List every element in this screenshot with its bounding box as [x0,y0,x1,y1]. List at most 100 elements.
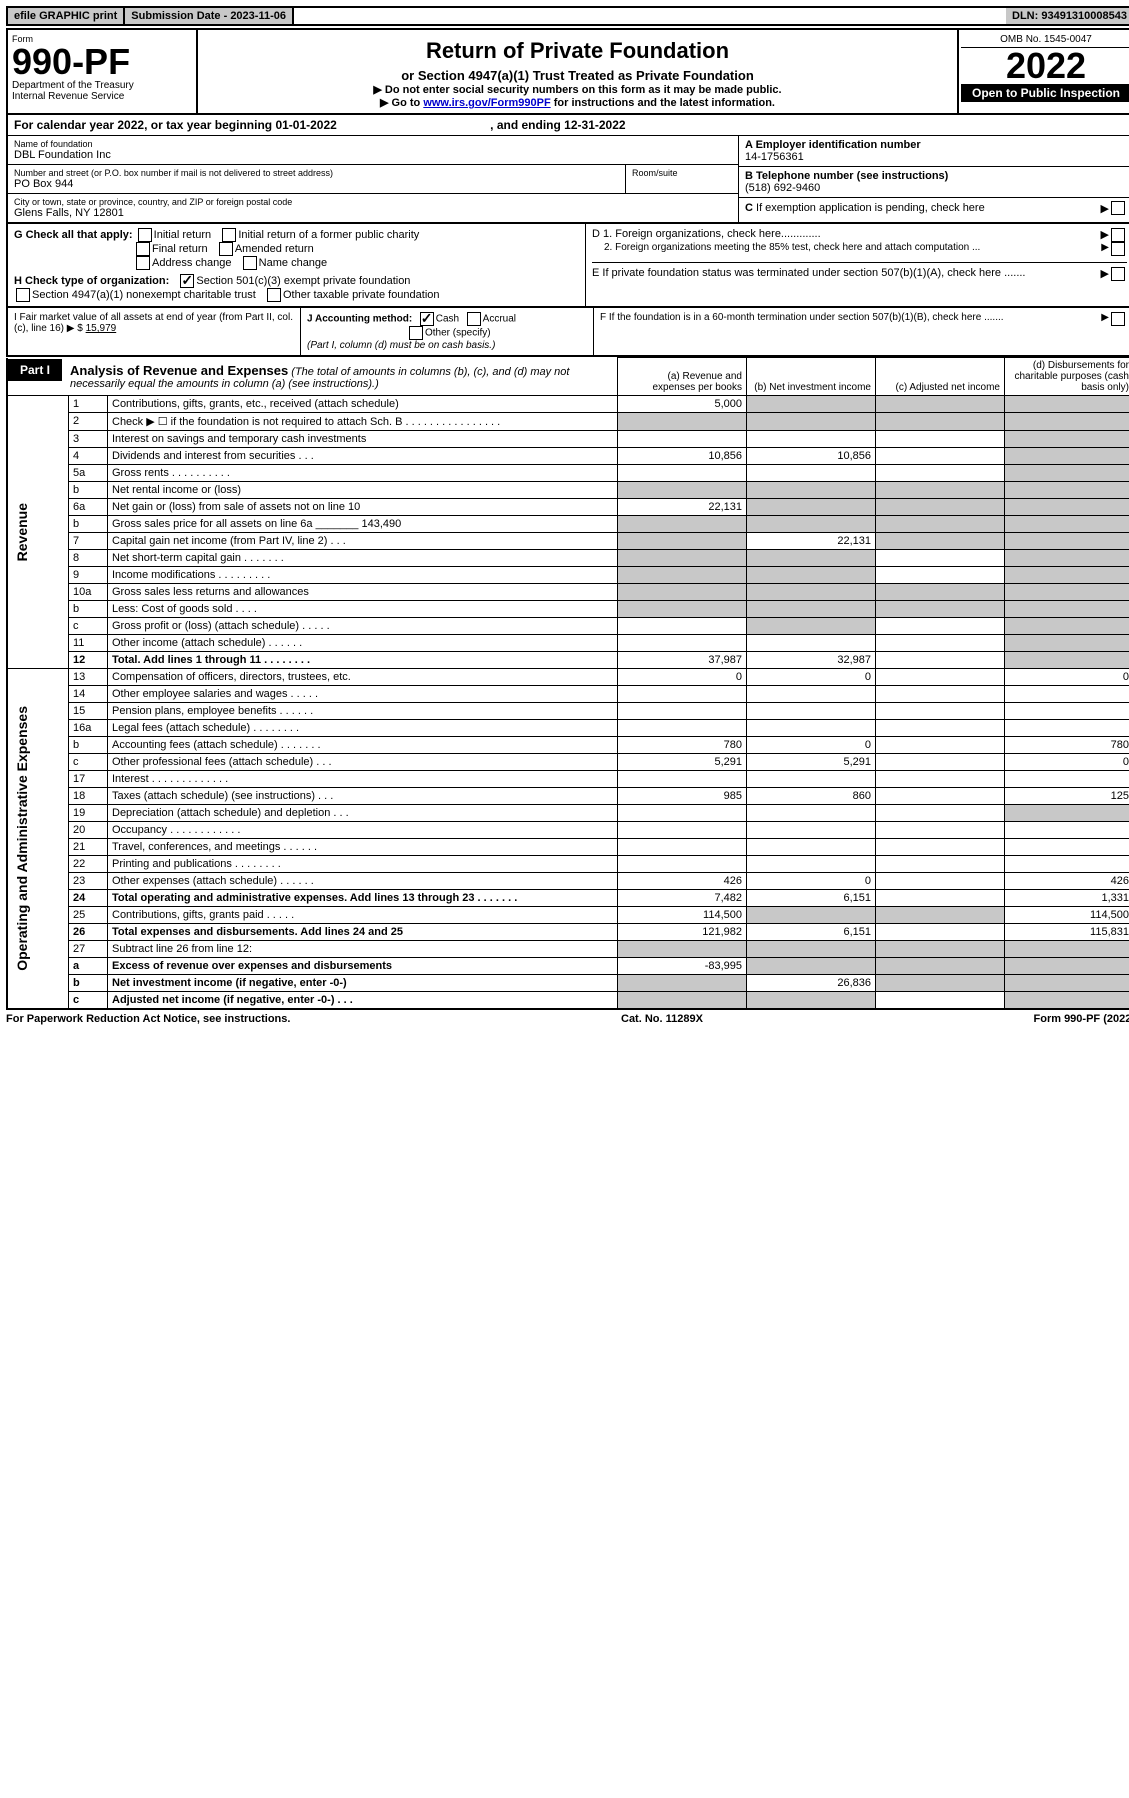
cell-b: 6,151 [747,890,876,907]
row-number: 7 [69,533,108,550]
revenue-side-label: Revenue [12,499,32,565]
cell-a: 426 [618,873,747,890]
d2-checkbox[interactable] [1111,242,1125,256]
col-d-header: (d) Disbursements for charitable purpose… [1005,358,1129,396]
table-row: 8Net short-term capital gain . . . . . .… [7,550,1129,567]
form-link[interactable]: www.irs.gov/Form990PF [423,97,550,109]
cell-c [876,822,1005,839]
h-other-checkbox[interactable] [267,288,281,302]
cell-d: 426 [1005,873,1129,890]
cell-c [876,839,1005,856]
row-desc: Interest on savings and temporary cash i… [108,431,618,448]
c-checkbox[interactable] [1111,201,1125,215]
row-desc: Taxes (attach schedule) (see instruction… [108,788,618,805]
cell-d: 125 [1005,788,1129,805]
row-desc: Income modifications . . . . . . . . . [108,567,618,584]
cell-d [1005,720,1129,737]
cell-c [876,533,1005,550]
cell-a [618,601,747,618]
cell-b: 860 [747,788,876,805]
cell-b: 0 [747,873,876,890]
cell-b [747,601,876,618]
cell-d [1005,516,1129,533]
table-row: 4Dividends and interest from securities … [7,448,1129,465]
cell-b [747,396,876,413]
form-header: Form 990-PF Department of the Treasury I… [6,28,1129,115]
exemption-cell: C If exemption application is pending, c… [739,198,1129,218]
table-row: 17Interest . . . . . . . . . . . . . [7,771,1129,788]
cell-a [618,618,747,635]
j-cash-checkbox[interactable] [420,312,434,326]
row-number: 17 [69,771,108,788]
row-number: 15 [69,703,108,720]
row-desc: Gross sales price for all assets on line… [108,516,618,533]
cell-a [618,431,747,448]
g-address-checkbox[interactable] [136,256,150,270]
j-other-checkbox[interactable] [409,326,423,340]
cell-d [1005,771,1129,788]
col-b-header: (b) Net investment income [747,358,876,396]
ein-cell: A Employer identification number 14-1756… [739,136,1129,167]
row-number: b [69,516,108,533]
cell-c [876,924,1005,941]
phone-cell: B Telephone number (see instructions) (5… [739,167,1129,198]
h-4947-checkbox[interactable] [16,288,30,302]
cell-d: 115,831 [1005,924,1129,941]
note-2: ▶ Go to www.irs.gov/Form990PF for instru… [202,96,953,109]
cell-d [1005,448,1129,465]
row-number: 9 [69,567,108,584]
row-desc: Travel, conferences, and meetings . . . … [108,839,618,856]
cell-c [876,737,1005,754]
row-desc: Compensation of officers, directors, tru… [108,669,618,686]
city-cell: City or town, state or province, country… [8,194,738,222]
cell-b [747,499,876,516]
cell-c [876,465,1005,482]
table-row: 14Other employee salaries and wages . . … [7,686,1129,703]
row-number: 21 [69,839,108,856]
g-amended-checkbox[interactable] [219,242,233,256]
row-desc: Adjusted net income (if negative, enter … [108,992,618,1010]
e-checkbox[interactable] [1111,267,1125,281]
cell-d [1005,822,1129,839]
row-number: a [69,958,108,975]
cell-c [876,413,1005,431]
form-number: 990-PF [12,44,192,80]
table-row: Operating and Administrative Expenses13C… [7,669,1129,686]
address-row: Number and street (or P.O. box number if… [8,165,738,194]
footer-center: Cat. No. 11289X [621,1013,703,1025]
cell-c [876,652,1005,669]
cell-d: 0 [1005,754,1129,771]
part-title: Analysis of Revenue and Expenses (The to… [62,359,617,394]
row-number: 25 [69,907,108,924]
cell-a [618,465,747,482]
h-501c3-checkbox[interactable] [180,274,194,288]
header-center: Return of Private Foundation or Section … [198,30,957,113]
g-initial-public-checkbox[interactable] [222,228,236,242]
f-checkbox[interactable] [1111,312,1125,326]
row-desc: Total operating and administrative expen… [108,890,618,907]
cell-d [1005,805,1129,822]
g-name-checkbox[interactable] [243,256,257,270]
g-final-checkbox[interactable] [136,242,150,256]
cell-a: 780 [618,737,747,754]
cell-c [876,550,1005,567]
cell-c [876,703,1005,720]
d1-checkbox[interactable] [1111,228,1125,242]
row-number: 12 [69,652,108,669]
cell-a: 114,500 [618,907,747,924]
row-number: 4 [69,448,108,465]
g-initial-checkbox[interactable] [138,228,152,242]
row-number: 18 [69,788,108,805]
row-number: 24 [69,890,108,907]
row-desc: Other expenses (attach schedule) . . . .… [108,873,618,890]
row-desc: Other professional fees (attach schedule… [108,754,618,771]
row-desc: Interest . . . . . . . . . . . . . [108,771,618,788]
j-accrual-checkbox[interactable] [467,312,481,326]
cell-a [618,839,747,856]
row-desc: Check ▶ ☐ if the foundation is not requi… [108,413,618,431]
footer-right: Form 990-PF (2022) [1034,1013,1129,1025]
row-number: b [69,737,108,754]
cell-d [1005,465,1129,482]
table-row: cOther professional fees (attach schedul… [7,754,1129,771]
cell-c [876,856,1005,873]
